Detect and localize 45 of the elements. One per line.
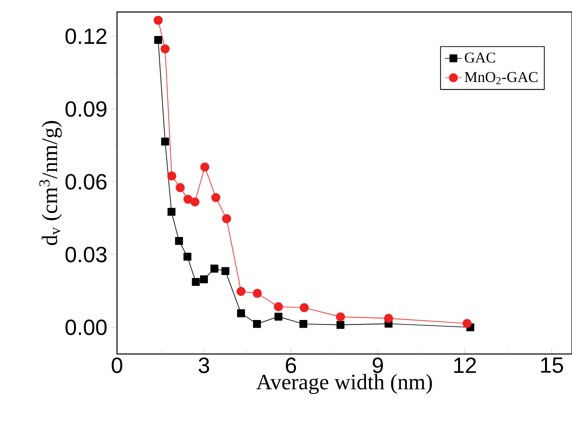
point <box>221 267 230 275</box>
x-tick-label: 6 <box>286 358 296 374</box>
point <box>253 320 261 328</box>
x-tick-label: 0 <box>112 358 122 374</box>
point <box>299 320 308 328</box>
point <box>168 208 176 216</box>
point <box>176 183 185 192</box>
point <box>300 303 309 312</box>
point <box>167 171 176 181</box>
point <box>160 44 170 54</box>
point <box>384 314 394 323</box>
point <box>336 320 344 329</box>
y-tick-label: 0.06 <box>66 174 107 190</box>
legend-label: MnO$_{2}$-GAC <box>464 72 538 84</box>
x-axis-title: Average width (nm) <box>256 374 432 394</box>
point <box>190 197 200 206</box>
x-tick-label: 3 <box>198 358 210 374</box>
point <box>210 264 218 273</box>
point <box>161 138 170 146</box>
point <box>175 237 183 245</box>
point <box>154 16 163 25</box>
point <box>211 193 220 202</box>
x-tick-label: 15 <box>541 358 564 373</box>
y-tick-label: 0.00 <box>66 320 107 336</box>
point <box>200 275 208 284</box>
x-tick-label: 9 <box>372 358 383 374</box>
y-axis-title: d$_{v}$ (cm$^{3}$/nm/g) <box>39 121 62 246</box>
x-tick-label: 12 <box>454 358 476 373</box>
y-tick-label: 0.09 <box>66 101 106 117</box>
point <box>192 278 200 286</box>
point <box>274 312 282 321</box>
point <box>252 288 262 298</box>
y-tick-label: 0.03 <box>66 246 107 262</box>
point <box>274 302 283 312</box>
point <box>222 214 232 224</box>
legend-label: GAC <box>464 52 496 63</box>
point <box>237 309 245 318</box>
point <box>236 286 246 296</box>
point <box>336 312 345 322</box>
y-tick-label: 0.12 <box>66 28 106 44</box>
point <box>183 252 192 261</box>
point <box>154 36 162 44</box>
point <box>462 318 472 328</box>
point <box>183 194 193 204</box>
point <box>200 162 210 172</box>
